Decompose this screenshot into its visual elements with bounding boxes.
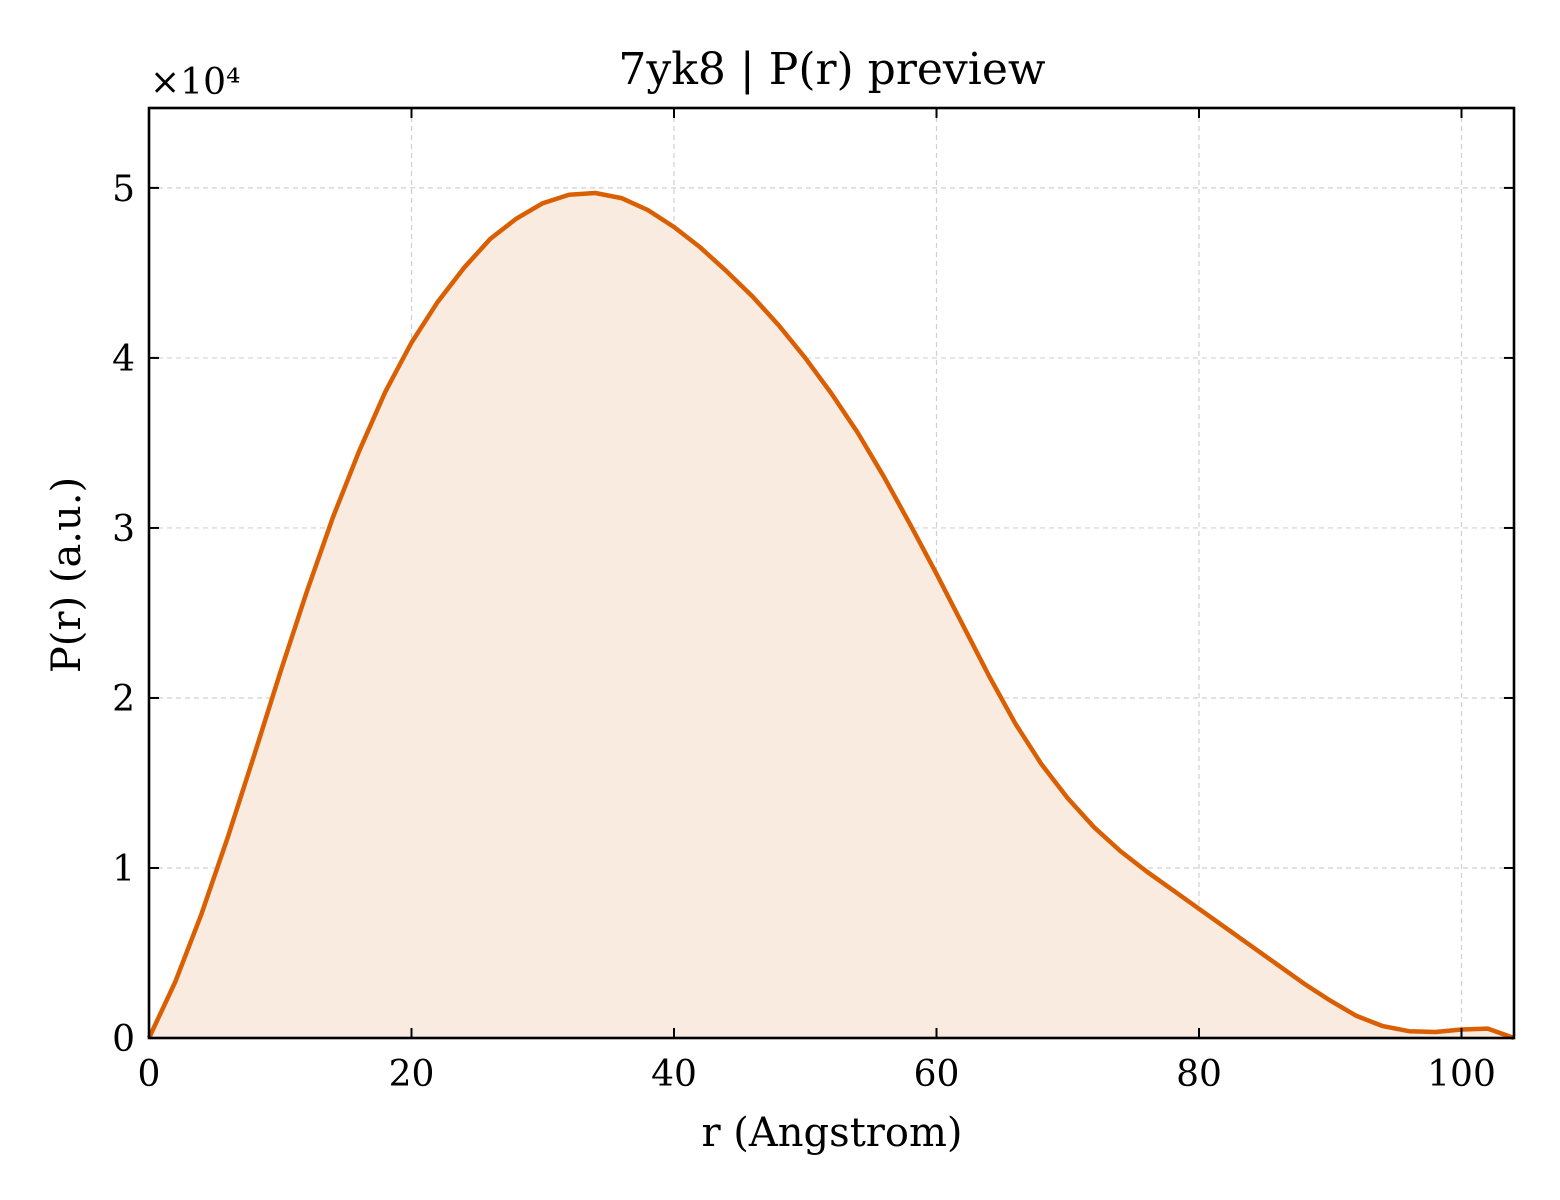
tick-labels: 0 20 40 60 80 100 0 1 2 3 4 5 bbox=[112, 169, 1496, 1095]
x-tick-label: 0 bbox=[138, 1054, 161, 1095]
y-tick-label: 0 bbox=[112, 1019, 135, 1060]
x-tick-label: 60 bbox=[914, 1054, 960, 1095]
chart-title: 7yk8 | P(r) preview bbox=[618, 44, 1045, 95]
y-multiplier-label: ×10⁴ bbox=[150, 62, 240, 103]
y-tick-label: 1 bbox=[112, 849, 135, 890]
y-axis-label: P(r) (a.u.) bbox=[44, 477, 90, 673]
y-tick-label: 4 bbox=[112, 339, 135, 380]
x-axis-label: r (Angstrom) bbox=[701, 1110, 962, 1156]
x-tick-label: 80 bbox=[1176, 1054, 1222, 1095]
x-tick-label: 20 bbox=[389, 1054, 435, 1095]
y-tick-label: 3 bbox=[112, 509, 135, 550]
series-line bbox=[146, 190, 1515, 1041]
y-tick-label: 5 bbox=[112, 169, 135, 210]
ticks bbox=[148, 108, 1514, 1039]
plot-frame bbox=[147, 106, 1516, 1040]
y-tick-label: 2 bbox=[112, 679, 135, 720]
area-fill bbox=[149, 193, 1514, 1038]
x-tick-label: 40 bbox=[651, 1054, 697, 1095]
x-tick-label: 100 bbox=[1427, 1054, 1496, 1095]
